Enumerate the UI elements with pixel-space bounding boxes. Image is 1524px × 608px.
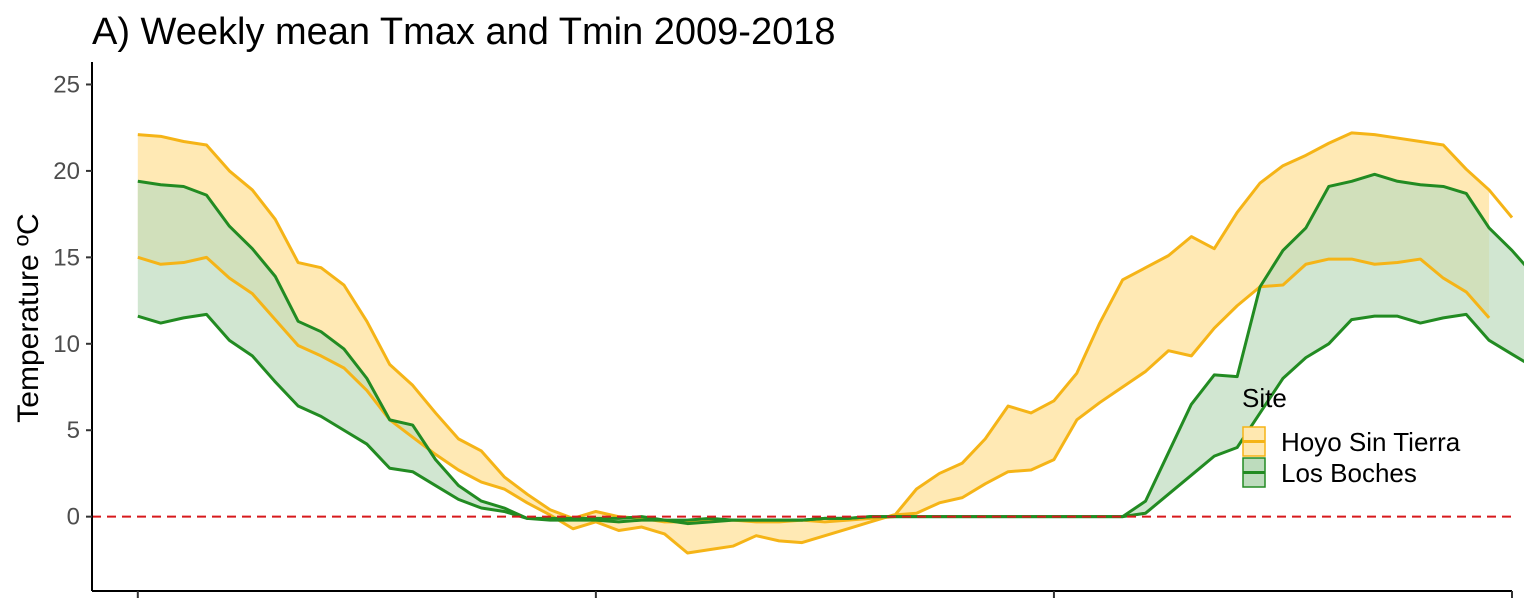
hoyo-sin-tierra-tmax-line <box>137 131 1514 524</box>
hoyo-sin-tierra-ribbon <box>137 132 1490 553</box>
y-tick-label: 20 <box>53 158 80 185</box>
legend-item-los-boches: Los Boches <box>1242 457 1417 488</box>
plot-area <box>92 131 1524 555</box>
legend-title: Site <box>1242 383 1287 413</box>
hoyo-sin-tierra-tmin-line <box>137 255 1491 555</box>
y-tick-label: 5 <box>67 417 80 444</box>
x-axis <box>92 590 1513 598</box>
legend-label-los-boches: Los Boches <box>1281 458 1417 488</box>
los-boches-tmin-line <box>137 312 1524 526</box>
y-tick-label: 15 <box>53 244 80 271</box>
y-tick-label: 25 <box>53 71 80 98</box>
y-axis-title: Temperature ºC <box>12 213 45 422</box>
y-tick-label: 0 <box>67 504 80 531</box>
legend-label-hoyo-sin-tierra: Hoyo Sin Tierra <box>1281 427 1461 457</box>
y-axis: 0 5 10 15 20 25 <box>53 62 93 591</box>
y-tick-label: 10 <box>53 331 80 358</box>
chart-title: A) Weekly mean Tmax and Tmin 2009-2018 <box>92 11 836 53</box>
legend-item-hoyo-sin-tierra: Hoyo Sin Tierra <box>1242 426 1461 457</box>
